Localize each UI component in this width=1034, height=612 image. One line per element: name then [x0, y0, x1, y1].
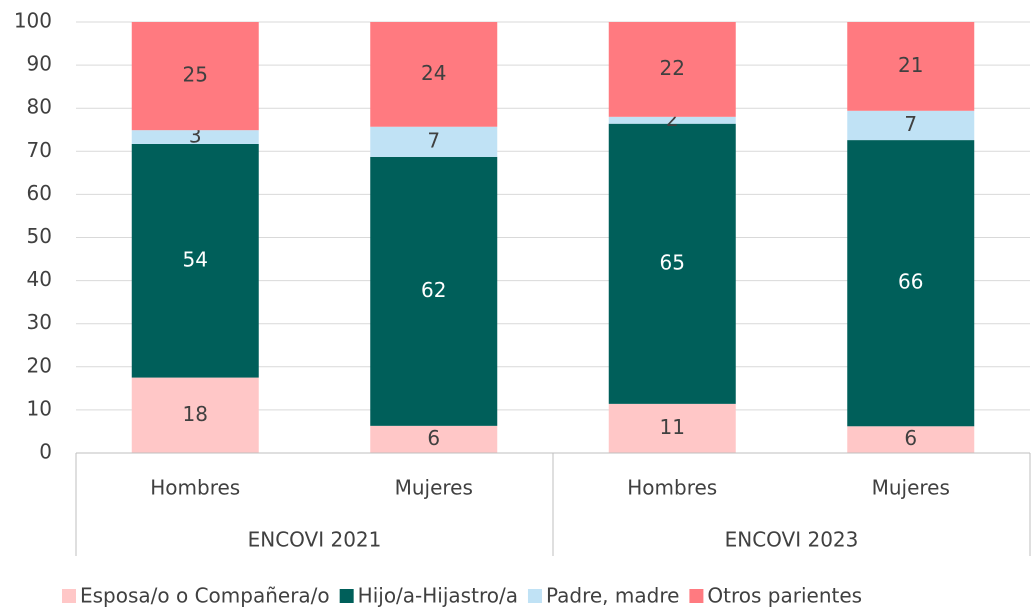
bar-segment [131, 143, 259, 378]
data-label: 21 [898, 53, 923, 77]
bar-segment [847, 22, 975, 111]
bar-segment [608, 123, 736, 404]
y-tick-label: 80 [27, 95, 52, 119]
data-label: 66 [898, 270, 923, 294]
group-label: ENCOVI 2021 [248, 528, 382, 552]
bar-segment [131, 130, 259, 144]
legend-swatch [527, 589, 542, 603]
y-tick-label: 30 [27, 310, 52, 334]
y-tick-label: 20 [27, 353, 52, 377]
bar-segment [847, 426, 975, 453]
data-label: 6 [427, 426, 440, 450]
data-label: 7 [427, 128, 440, 152]
data-label: 54 [183, 247, 208, 271]
group-label: ENCOVI 2023 [725, 528, 859, 552]
x-tick-label: Mujeres [395, 476, 473, 500]
x-tick-label: Hombres [150, 476, 240, 500]
x-tick-label: Hombres [627, 476, 717, 500]
legend-label: Padre, madre [546, 584, 679, 608]
bar-segment [608, 403, 736, 453]
bar-segment [370, 425, 498, 453]
bar-segment [608, 22, 736, 117]
data-label: 65 [660, 250, 685, 274]
y-tick-label: 10 [27, 396, 52, 420]
legend-label: Hijo/a-Hijastro/a [358, 584, 518, 608]
bar-segment [370, 126, 498, 157]
data-label: 6 [904, 426, 917, 450]
y-tick-label: 40 [27, 267, 52, 291]
x-tick-label: Mujeres [872, 476, 950, 500]
data-label: 25 [183, 63, 208, 87]
data-label: 62 [421, 278, 446, 302]
data-label: 24 [421, 61, 446, 85]
y-tick-label: 90 [27, 52, 52, 76]
bar-segment [131, 377, 259, 453]
legend-label: Esposa/o o Compañera/o [80, 584, 330, 608]
bar-segment [370, 22, 498, 127]
y-tick-label: 100 [14, 9, 52, 33]
legend-swatch [689, 589, 704, 603]
y-tick-label: 70 [27, 138, 52, 162]
legend-swatch [62, 589, 76, 603]
data-label: 18 [183, 402, 208, 426]
bar-segment [131, 22, 259, 131]
y-tick-label: 0 [39, 440, 52, 464]
bar-segment [847, 140, 975, 427]
bar-segment [847, 110, 975, 141]
data-label: 7 [904, 112, 917, 136]
data-label: 11 [660, 415, 685, 439]
bar-segment [608, 116, 736, 124]
legend-swatch [339, 589, 354, 603]
bar-segment [370, 156, 498, 426]
y-tick-label: 60 [27, 181, 52, 205]
data-label: 22 [660, 56, 685, 80]
y-tick-label: 50 [27, 224, 52, 248]
legend-label: Otros parientes [707, 584, 862, 608]
